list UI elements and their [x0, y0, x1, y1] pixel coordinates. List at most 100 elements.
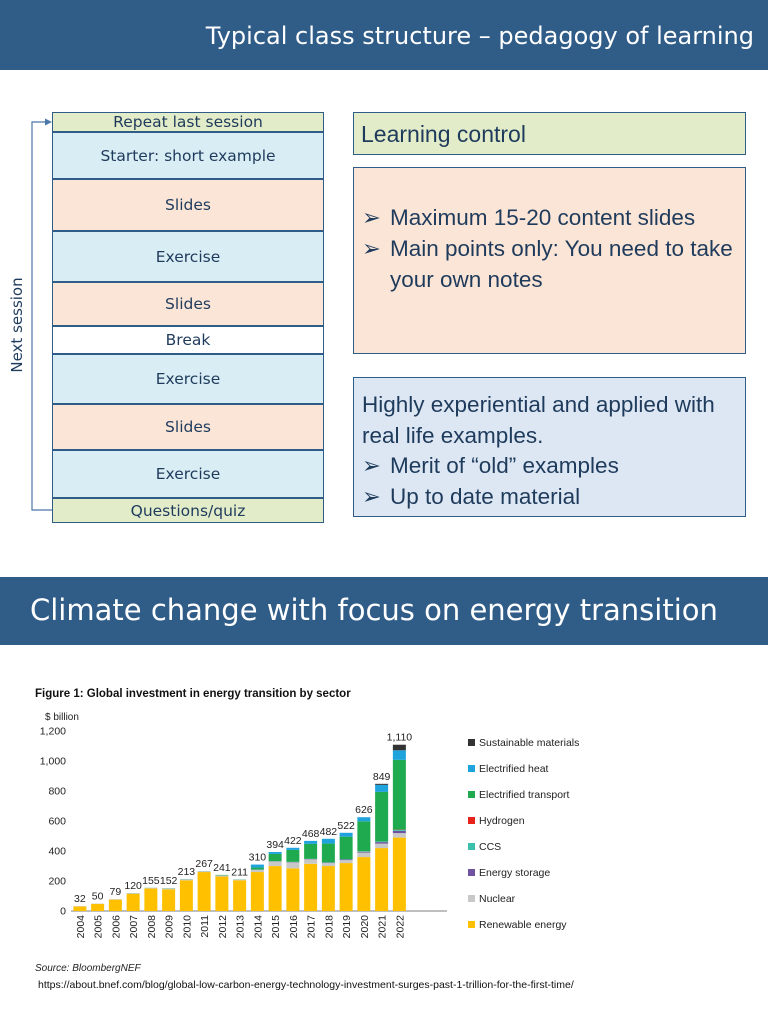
- bar-segment-renewable-energy: [108, 899, 122, 911]
- y-tick-label: 600: [48, 816, 66, 828]
- bar-segment-electrified-heat: [321, 838, 335, 844]
- legend-swatch: [468, 869, 475, 876]
- bar-segment-renewable-energy: [144, 888, 158, 911]
- bar-segment-electrified-transport: [286, 849, 300, 862]
- block-exercise-1: Exercise: [52, 231, 324, 282]
- bar-segment-electrified-heat: [339, 832, 353, 837]
- bar-segment-electrified-heat: [392, 750, 406, 760]
- x-tick-label: 2010: [181, 915, 193, 939]
- legend-swatch: [468, 895, 475, 902]
- x-tick-label: 2007: [128, 915, 140, 939]
- bar-segment-electrified-transport: [250, 867, 264, 870]
- legend-label: Nuclear: [479, 893, 516, 905]
- bar-segment-sustainable-materials: [392, 744, 406, 751]
- bullet-item: ➢ Main points only: You need to take you…: [362, 233, 739, 295]
- x-tick-label: 2020: [359, 915, 371, 939]
- bar-total-label: 50: [92, 891, 104, 903]
- bar-segment-renewable-energy: [197, 872, 211, 911]
- x-tick-label: 2005: [93, 915, 105, 939]
- bullet-text: Main points only: You need to take your …: [390, 236, 733, 292]
- section2-title: Climate change with focus on energy tran…: [30, 593, 718, 627]
- bar-segment-energy-storage: [357, 851, 371, 853]
- bar-segment-electrified-transport: [339, 836, 353, 860]
- legend-swatch: [468, 921, 475, 928]
- block-questions-quiz: Questions/quiz: [52, 498, 324, 523]
- next-session-loop-arrow: [31, 118, 52, 511]
- bar-segment-nuclear: [357, 852, 371, 858]
- bar-total-label: 32: [74, 893, 86, 905]
- bar-total-label: 482: [320, 826, 338, 838]
- x-tick-label: 2011: [199, 915, 211, 938]
- bar-total-label: 310: [249, 852, 267, 864]
- bar-total-label: 394: [266, 839, 284, 851]
- bar-segment-renewable-energy: [250, 872, 264, 911]
- bar-segment-nuclear: [268, 861, 282, 867]
- bar-segment-renewable-energy: [339, 863, 353, 911]
- x-tick-label: 2022: [394, 915, 406, 939]
- section2-banner: Climate change with focus on energy tran…: [0, 577, 768, 645]
- bar-segment-renewable-energy: [73, 906, 87, 911]
- bar-segment-electrified-heat: [286, 847, 300, 850]
- bullet-arrow-icon: ➢: [362, 205, 381, 230]
- bar-segment-energy-storage: [375, 842, 389, 844]
- bar-segment-nuclear: [215, 875, 229, 877]
- block-break: Break: [52, 326, 324, 354]
- bar-segment-renewable-energy: [233, 880, 247, 911]
- bar-segment-energy-storage: [339, 859, 353, 861]
- bullet-item: ➢ Maximum 15-20 content slides: [362, 202, 739, 233]
- bar-segment-renewable-energy: [357, 857, 371, 911]
- source-url[interactable]: https://about.bnef.com/blog/global-low-c…: [38, 979, 574, 991]
- bar-segment-electrified-heat: [357, 817, 371, 822]
- x-tick-label: 2015: [270, 915, 282, 939]
- block-starter: Starter: short example: [52, 132, 324, 179]
- bullet-arrow-icon: ➢: [362, 483, 381, 509]
- y-tick-label: 0: [60, 906, 66, 918]
- legend-label: Sustainable materials: [479, 737, 579, 749]
- x-tick-label: 2012: [217, 915, 229, 939]
- investment-chart: $ billion 0 200 400 600 800 1,000 1,200 32 2004 50…: [40, 712, 580, 939]
- x-tick-label: 2008: [146, 915, 158, 939]
- figure-source: Source: BloombergNEF: [35, 963, 141, 974]
- x-tick-label: 2016: [288, 915, 300, 939]
- x-tick-label: 2018: [323, 915, 335, 939]
- legend-label: Hydrogen: [479, 815, 525, 827]
- bar-segment-nuclear: [126, 893, 140, 894]
- bar-segment-electrified-transport: [357, 821, 371, 852]
- y-tick-label: 1,000: [40, 756, 66, 768]
- block-slides-3: Slides: [52, 404, 324, 450]
- bar-total-label: 1,110: [387, 732, 413, 744]
- bar-total-label: 626: [355, 804, 373, 816]
- legend-label: Renewable energy: [479, 919, 567, 931]
- bar-total-label: 213: [178, 866, 196, 878]
- section1-banner: Typical class structure – pedagogy of le…: [0, 0, 768, 70]
- bar-segment-renewable-energy: [375, 848, 389, 911]
- bar-total-label: 468: [302, 828, 320, 840]
- bullet-arrow-icon: ➢: [362, 236, 381, 261]
- x-tick-label: 2019: [341, 915, 353, 939]
- bar-segment-electrified-heat: [375, 784, 389, 792]
- block-exercise-2: Exercise: [52, 354, 324, 404]
- x-tick-label: 2014: [252, 915, 264, 939]
- x-tick-label: 2009: [164, 915, 176, 939]
- legend-swatch: [468, 791, 475, 798]
- bar-segment-renewable-energy: [304, 863, 318, 911]
- bullet-arrow-icon: ➢: [362, 453, 381, 478]
- bar-segment-renewable-energy: [91, 903, 105, 911]
- legend-swatch: [468, 765, 475, 772]
- bullet-item: ➢ Up to date material: [362, 482, 739, 513]
- bar-segment-energy-storage: [392, 830, 406, 834]
- bar-segment-nuclear: [250, 869, 264, 873]
- bar-segment-electrified-transport: [375, 791, 389, 842]
- bar-segment-electrified-transport: [304, 843, 318, 859]
- bar-total-label: 522: [337, 820, 355, 832]
- block-exercise-3: Exercise: [52, 450, 324, 498]
- bar-total-label: 267: [195, 858, 213, 870]
- bullet-item: ➢ Merit of “old” examples: [362, 451, 739, 482]
- bullet-text: Merit of “old” examples: [390, 453, 619, 478]
- x-tick-label: 2017: [306, 915, 318, 939]
- x-tick-label: 2006: [110, 915, 122, 939]
- bar-total-label: 211: [231, 866, 248, 878]
- bar-segment-nuclear: [233, 879, 247, 881]
- y-tick-label: 400: [48, 846, 66, 858]
- bar-segment-electrified-transport: [268, 853, 282, 862]
